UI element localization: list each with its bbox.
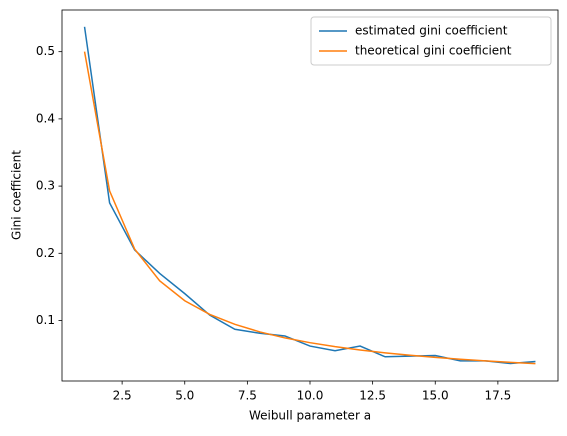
y-tick-label: 0.2	[36, 246, 55, 260]
y-tick-label: 0.1	[36, 313, 55, 327]
x-tick-label: 15.0	[422, 389, 449, 403]
x-axis-label: Weibull parameter a	[249, 409, 371, 423]
line	[83, 26, 536, 365]
legend-box	[310, 16, 552, 66]
x-tick-label: 12.5	[359, 389, 386, 403]
x-tick-label: 2.5	[113, 389, 132, 403]
legend-label: theoretical gini coefficient	[355, 44, 512, 58]
y-tick-label: 0.4	[36, 111, 55, 125]
x-tick-label: 17.5	[485, 389, 512, 403]
plot-frame	[61, 9, 559, 382]
legend-label: estimated gini coefficient	[355, 24, 508, 38]
y-tick-label: 0.3	[36, 179, 55, 193]
line	[83, 51, 536, 365]
x-tick-label: 10.0	[297, 389, 324, 403]
x-tick-label: 7.5	[238, 389, 257, 403]
y-axis-label: Gini coefficient	[10, 150, 24, 240]
y-tick-label: 0.5	[36, 44, 55, 58]
x-tick-label: 5.0	[175, 389, 194, 403]
